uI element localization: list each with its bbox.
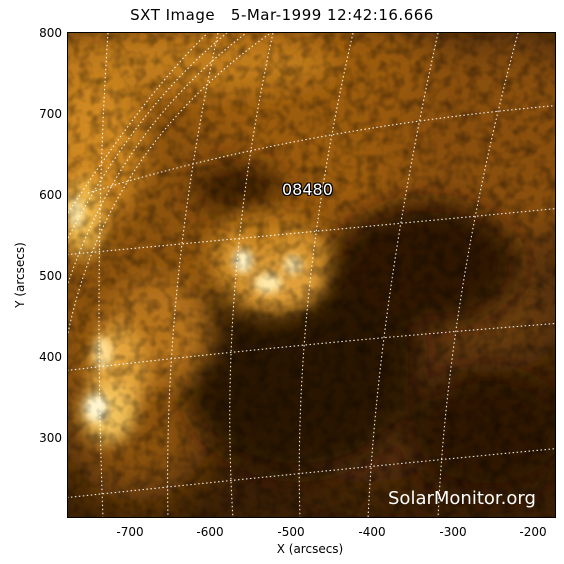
active-region-label: 08480 <box>282 180 333 199</box>
y-axis-label: Y (arcsecs) <box>13 242 27 308</box>
y-tick-label: 500 <box>39 269 62 283</box>
x-axis-label: X (arcsecs) <box>276 542 344 556</box>
x-tick-label: -400 <box>358 525 386 539</box>
x-tick-label: -500 <box>277 525 305 539</box>
image-title: SXT Image 5-Mar-1999 12:42:16.666 <box>130 6 434 24</box>
y-tick-label: 800 <box>39 26 62 40</box>
x-tick-label: -200 <box>519 525 547 539</box>
solar-image-panel <box>67 32 556 518</box>
x-tick-label: -600 <box>196 525 224 539</box>
solar-image <box>68 33 555 517</box>
watermark: SolarMonitor.org <box>388 488 536 509</box>
heliographic-grid <box>68 33 555 517</box>
y-tick-label: 400 <box>39 350 62 364</box>
x-tick-label: -300 <box>439 525 467 539</box>
y-tick-label: 600 <box>39 188 62 202</box>
y-tick-label: 700 <box>39 107 62 121</box>
x-tick-label: -700 <box>116 525 144 539</box>
y-tick-label: 300 <box>39 431 62 445</box>
